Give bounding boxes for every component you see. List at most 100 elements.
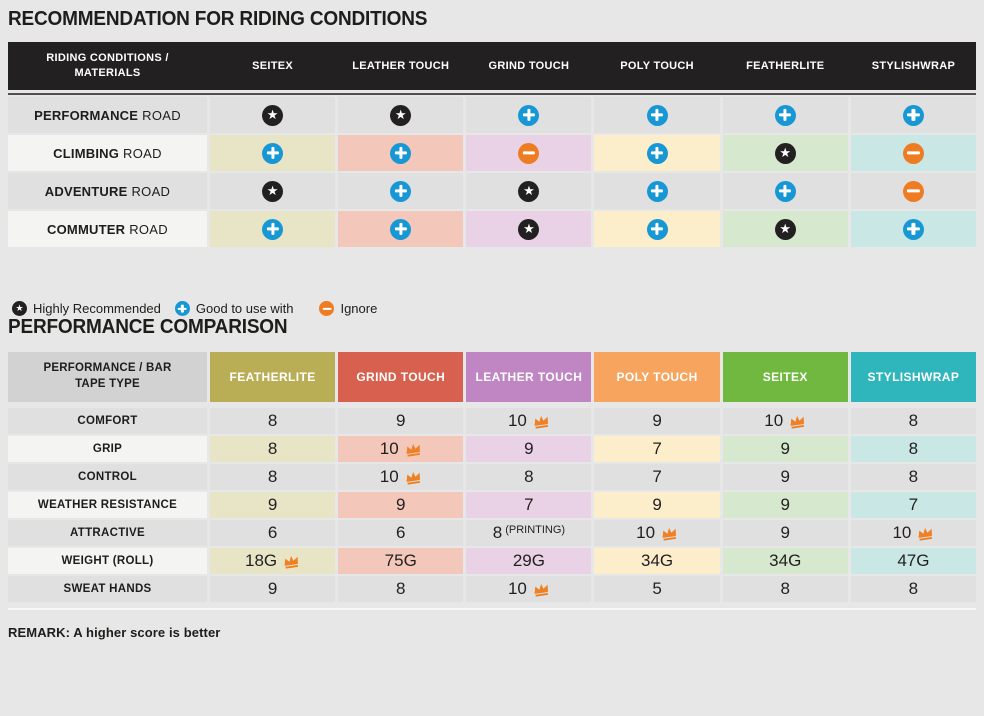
rating-cell xyxy=(850,173,976,209)
score-value: 8 xyxy=(524,467,534,486)
column-header-featherlite: FEATHERLITE xyxy=(746,59,825,72)
score-value: 9 xyxy=(780,495,790,514)
score-cell: 9 xyxy=(722,436,848,462)
score-value: 9 xyxy=(267,495,278,514)
table-row-sweat-hands: SWEAT HANDS 9 8 10 5 8 8 xyxy=(8,576,976,602)
section2-title: PERFORMANCE COMPARISON xyxy=(8,316,288,338)
score-value: 8 xyxy=(492,523,503,542)
score-cell: 9 xyxy=(722,520,848,546)
score-value: 9 xyxy=(652,411,662,430)
row-label: WEIGHT (ROLL) xyxy=(8,548,207,574)
row-label-bold: PERFORMANCE xyxy=(34,107,139,123)
star-glyph: ★ xyxy=(394,107,407,122)
score-value: 9 xyxy=(780,467,790,486)
rating-cell xyxy=(466,97,592,133)
good-to-use-plus-icon xyxy=(390,142,412,164)
good-to-use-plus-icon xyxy=(902,218,924,240)
score-cell: 47G xyxy=(850,548,976,574)
row-label-bold: CLIMBING xyxy=(53,145,120,161)
column-header-grind-touch: GRIND TOUCH xyxy=(338,352,464,402)
rating-cell: ★ xyxy=(466,173,592,209)
score-value: 75G xyxy=(384,551,417,570)
score-cell: 9 xyxy=(338,492,464,518)
score-value: 8 xyxy=(908,439,919,458)
best-score-crown-icon xyxy=(916,526,935,542)
score-value: 10 xyxy=(507,579,527,598)
best-score-crown-icon xyxy=(282,554,301,570)
rating-cell xyxy=(594,135,720,171)
score-value: 47G xyxy=(897,551,930,570)
rating-cell xyxy=(594,211,720,247)
row-label-bold: ADVENTURE xyxy=(44,183,128,199)
column-header-poly-touch: POLY TOUCH xyxy=(620,59,694,72)
score-value: 7 xyxy=(652,439,662,458)
score-cell: 7 xyxy=(594,436,720,462)
best-score-crown-icon xyxy=(788,414,807,430)
score-cell: 9 xyxy=(722,492,848,518)
score-cell: 9 xyxy=(466,436,592,462)
column-header-leather-touch: LEATHER TOUCH xyxy=(352,59,450,72)
rating-cell: ★ xyxy=(466,211,592,247)
table-row-comfort: COMFORT 8 9 10 9 10 8 xyxy=(8,408,976,434)
row-label: GRIP xyxy=(8,436,207,462)
score-value: 8 xyxy=(780,579,790,598)
good-to-use-plus-icon xyxy=(646,142,668,164)
section1-title: RECOMMENDATION FOR RIDING CONDITIONS xyxy=(8,8,428,30)
rating-cell xyxy=(594,173,720,209)
score-value: 8 xyxy=(267,411,278,430)
good-to-use-plus-icon xyxy=(390,180,412,202)
best-score-crown-icon xyxy=(660,526,679,542)
score-cell: 9 xyxy=(594,408,720,434)
ignore-minus-icon xyxy=(518,142,540,164)
star-glyph: ★ xyxy=(266,107,279,122)
star-glyph: ★ xyxy=(523,221,535,236)
row-label: ATTRACTIVE xyxy=(8,520,207,546)
score-value: 7 xyxy=(652,467,662,486)
remark: REMARK: A higher score is better xyxy=(8,608,976,640)
score-cell: 8 xyxy=(722,576,848,602)
ignore-minus-icon xyxy=(319,301,335,316)
star-glyph: ★ xyxy=(779,145,792,160)
star-glyph: ★ xyxy=(779,221,792,236)
legend-item-highly-recommended: ★ Highly Recommended xyxy=(12,301,161,316)
score-cell: 7 xyxy=(850,492,976,518)
score-value: 9 xyxy=(524,439,534,458)
performance-header-corner-label: PERFORMANCE / BAR TAPE TYPE xyxy=(8,352,207,402)
table-row-attractive: ATTRACTIVE 6 6 8 (PRINTING) 10 9 10 xyxy=(8,520,976,546)
score-value: 8 xyxy=(267,467,278,486)
score-cell: 8 xyxy=(210,408,336,434)
score-suffix: (PRINTING) xyxy=(505,524,566,536)
rating-cell: ★ xyxy=(722,135,848,171)
column-header-leather-touch: LEATHER TOUCH xyxy=(466,352,592,402)
performance-table-body: COMFORT 8 9 10 9 10 8 GRIP 8 10 9 7 9 8 CONTROL 8 10 8 7 9 8… xyxy=(8,408,976,602)
rating-cell xyxy=(722,97,848,133)
rating-cell xyxy=(850,211,976,247)
riding-table-header-row: RIDING CONDITIONS / MATERIALS SEITEX LEATH… xyxy=(8,42,976,90)
score-value: 18G xyxy=(245,551,278,570)
rating-cell: ★ xyxy=(210,97,336,133)
score-value: 34G xyxy=(641,551,674,570)
highly-recommended-star-icon: ★ xyxy=(774,142,796,164)
score-cell: 29G xyxy=(466,548,592,574)
highly-recommended-star-icon: ★ xyxy=(774,218,796,240)
score-value: 10 xyxy=(764,411,784,430)
score-cell: 9 xyxy=(722,464,848,490)
column-header-stylishwrap: STYLISHWRAP xyxy=(871,59,956,72)
score-cell: 5 xyxy=(594,576,720,602)
row-label: CONTROL xyxy=(8,464,207,490)
row-label: COMMUTER ROAD xyxy=(8,211,207,247)
score-cell: 6 xyxy=(338,520,464,546)
score-value: 9 xyxy=(396,411,406,430)
score-value: 6 xyxy=(396,523,406,542)
score-cell: 10 xyxy=(850,520,976,546)
score-cell: 9 xyxy=(338,408,464,434)
highly-recommended-star-icon: ★ xyxy=(262,180,284,202)
column-header-featherlite: FEATHERLITE xyxy=(210,352,336,402)
score-cell: 8 (PRINTING) xyxy=(466,520,592,546)
good-to-use-plus-icon xyxy=(174,301,190,316)
header-divider xyxy=(8,93,976,95)
highly-recommended-star-icon: ★ xyxy=(518,180,540,202)
score-value: 9 xyxy=(396,495,406,514)
table-row-commuter: COMMUTER ROAD ★ ★ xyxy=(8,211,976,247)
highly-recommended-star-icon: ★ xyxy=(12,301,27,316)
